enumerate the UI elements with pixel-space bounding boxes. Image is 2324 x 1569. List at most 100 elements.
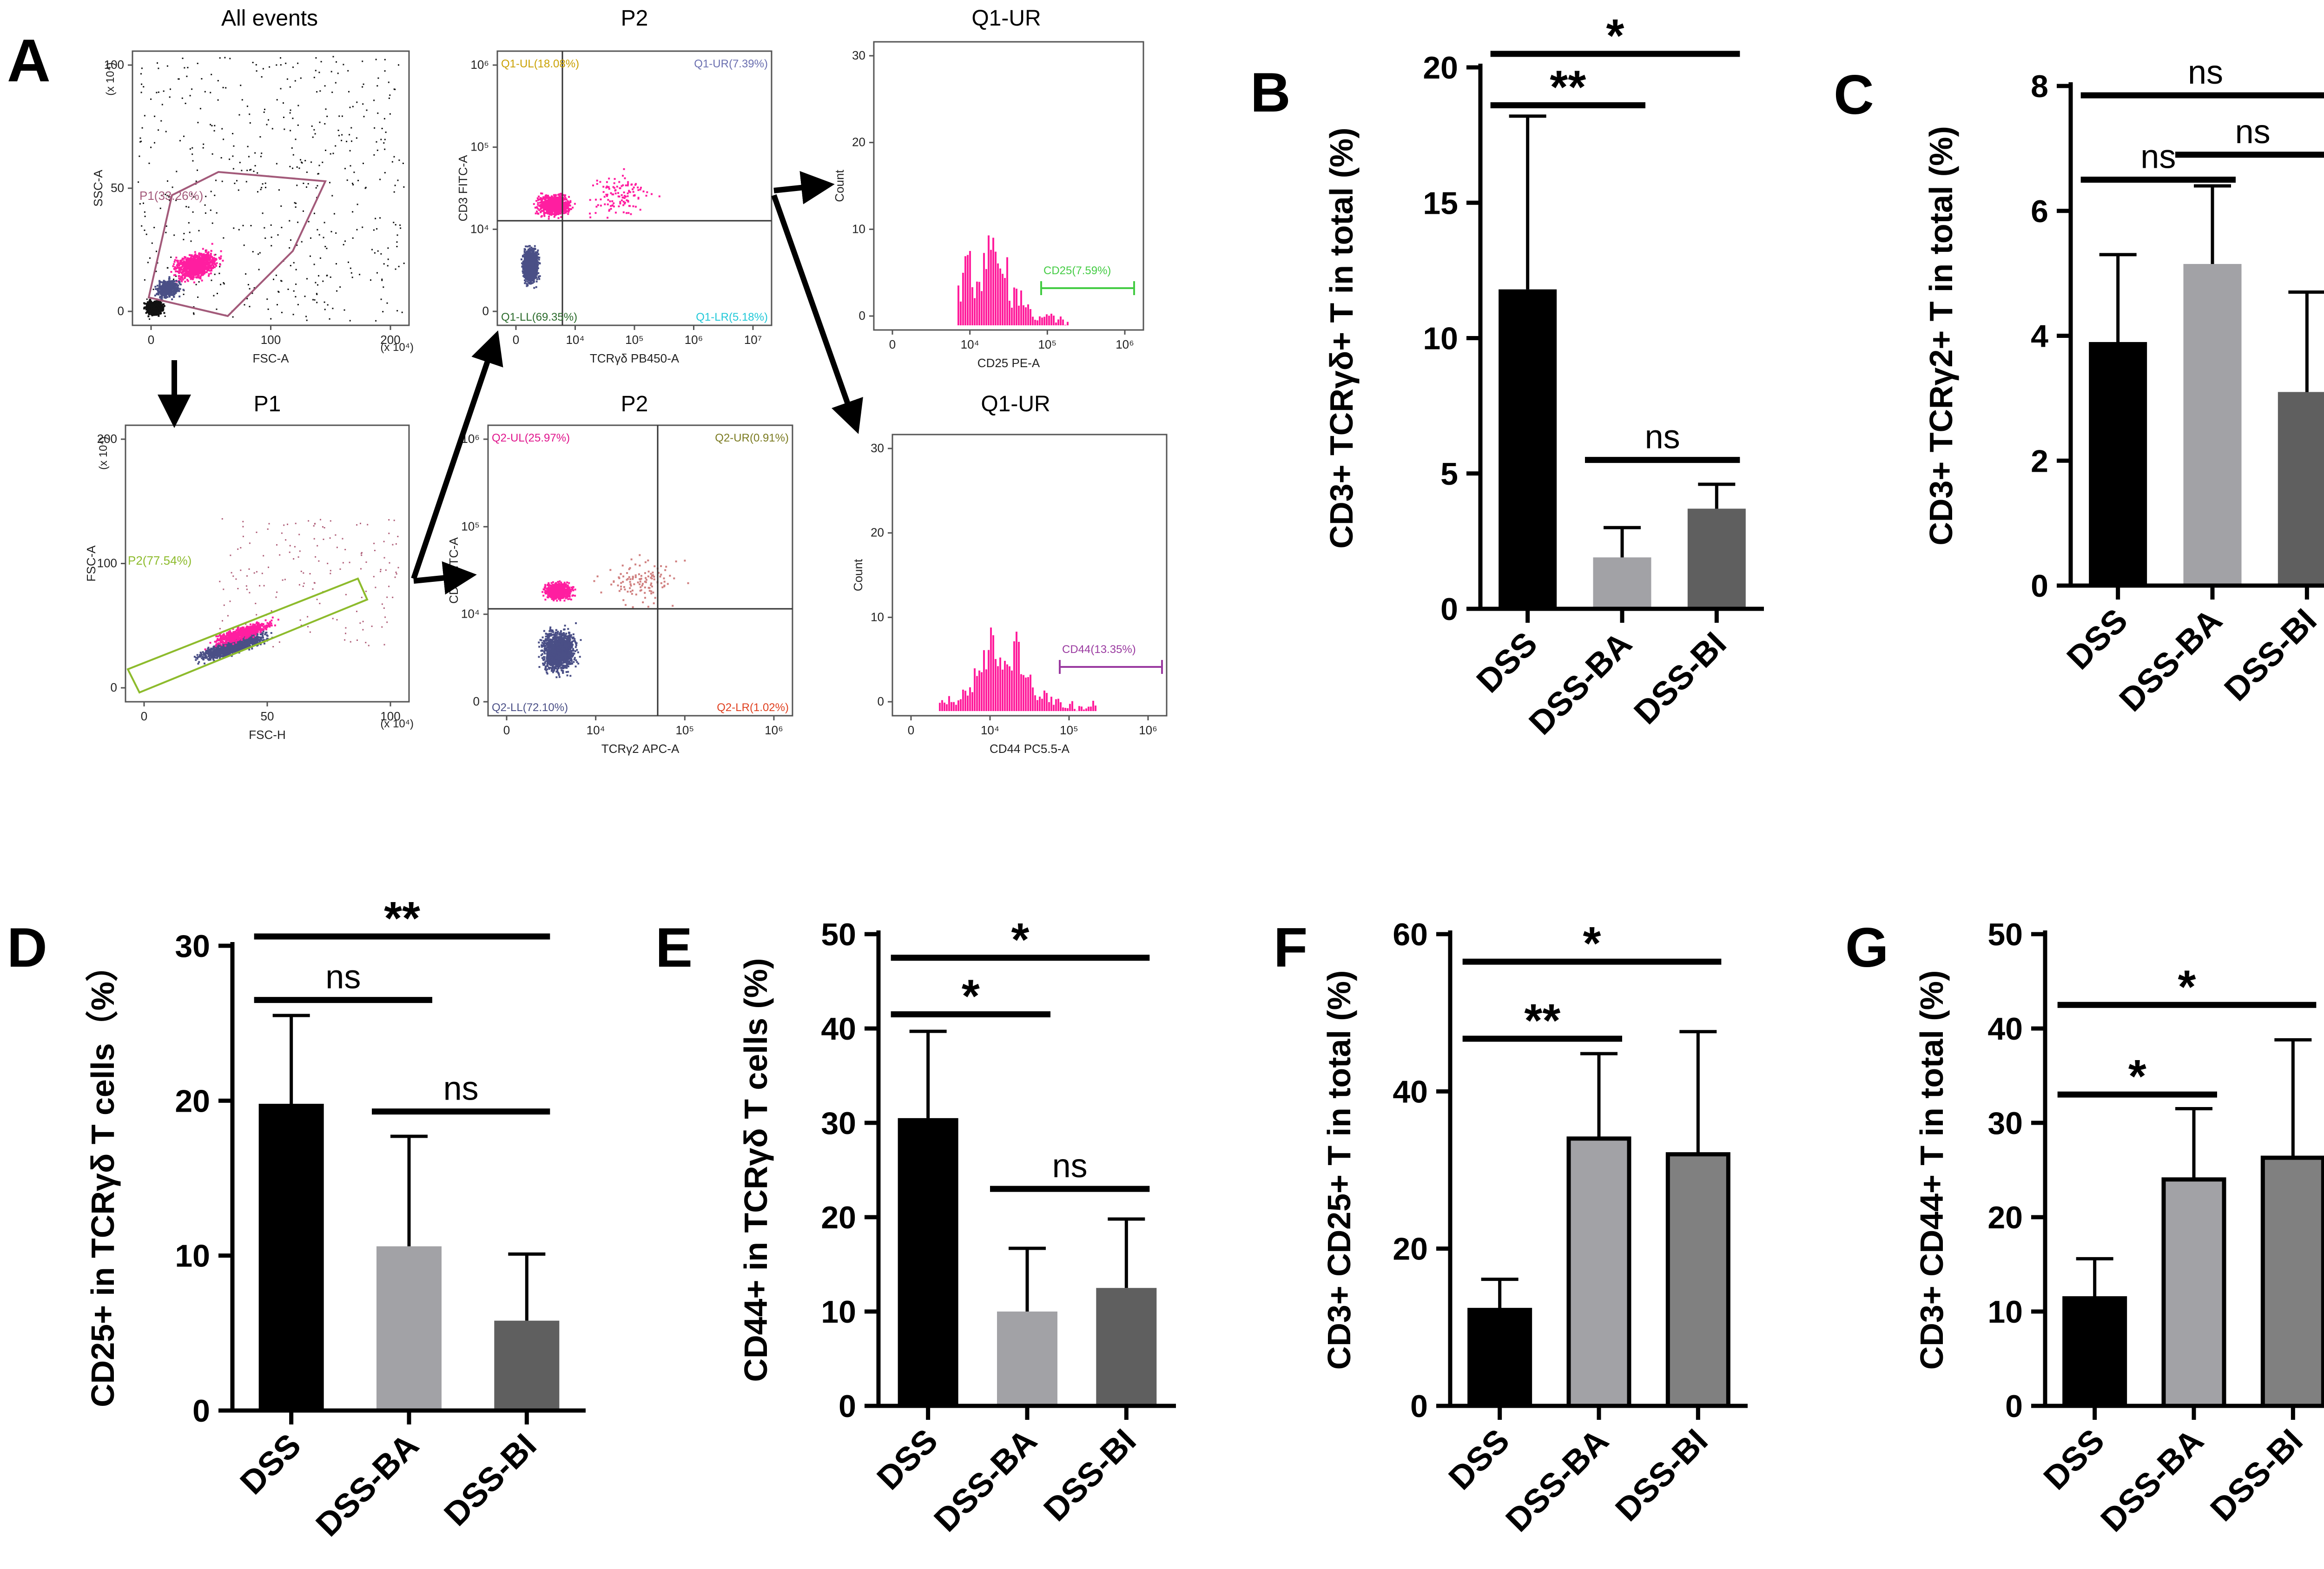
event-dot xyxy=(207,647,209,650)
event-dot xyxy=(246,646,248,647)
event-dot xyxy=(381,626,383,628)
event-dot xyxy=(254,633,257,635)
event-dot xyxy=(251,642,254,644)
event-dot xyxy=(183,266,185,269)
event-dot xyxy=(316,91,318,93)
event-dot xyxy=(245,627,247,629)
event-dot xyxy=(257,640,259,643)
event-dot xyxy=(162,306,165,309)
event-dot xyxy=(326,275,328,276)
event-dot xyxy=(214,194,216,196)
event-dot xyxy=(139,203,141,205)
gate-p1 xyxy=(147,171,327,317)
event-dot xyxy=(232,168,234,170)
event-dot xyxy=(141,127,143,129)
event-dot xyxy=(201,271,203,273)
event-dot xyxy=(242,526,244,527)
event-dot xyxy=(246,588,248,590)
event-dot xyxy=(314,299,316,301)
event-dot xyxy=(330,153,331,155)
event-dot xyxy=(200,252,202,255)
y-tick-label: 200 xyxy=(97,432,117,446)
event-dot xyxy=(198,262,200,264)
event-dot xyxy=(376,85,378,87)
event-dot xyxy=(203,255,205,257)
event-dot xyxy=(259,638,262,640)
event-dot xyxy=(251,647,253,650)
event-dot xyxy=(371,626,373,627)
event-dot xyxy=(161,281,163,283)
event-dot xyxy=(168,294,170,297)
event-dot xyxy=(346,140,348,142)
event-dot xyxy=(207,658,209,660)
event-dot xyxy=(220,641,222,643)
event-dot xyxy=(235,648,237,650)
event-dot xyxy=(252,62,254,63)
event-dot xyxy=(219,580,221,582)
event-dot xyxy=(194,253,197,256)
event-dot xyxy=(261,573,263,574)
event-dot xyxy=(158,281,161,283)
panel-letter: A xyxy=(7,26,51,94)
event-dot xyxy=(191,278,194,280)
event-dot xyxy=(217,651,219,653)
event-dot xyxy=(377,250,379,252)
event-dot xyxy=(178,264,180,267)
event-dot xyxy=(154,115,156,117)
event-dot xyxy=(374,252,376,254)
event-dot xyxy=(396,246,398,247)
event-dot xyxy=(263,555,264,557)
event-dot xyxy=(338,115,340,117)
event-dot xyxy=(172,265,174,267)
event-dot xyxy=(336,619,338,621)
event-dot xyxy=(208,649,210,652)
event-dot xyxy=(336,61,337,63)
event-dot xyxy=(393,520,395,521)
event-dot xyxy=(264,625,266,627)
event-dot xyxy=(173,234,175,236)
event-dot xyxy=(198,661,200,663)
event-dot xyxy=(277,234,279,236)
event-dot xyxy=(301,161,303,163)
event-dot xyxy=(185,267,187,269)
event-dot xyxy=(352,105,354,107)
event-dot xyxy=(152,304,154,306)
gate-label: P2(77.54%) xyxy=(128,554,191,567)
event-dot xyxy=(191,261,193,263)
event-dot xyxy=(198,270,200,271)
event-dot xyxy=(183,260,185,262)
event-dot xyxy=(202,257,204,260)
event-dot xyxy=(170,282,172,284)
event-dot xyxy=(151,313,153,315)
event-dot xyxy=(362,629,364,631)
event-dot xyxy=(172,186,173,188)
event-dot xyxy=(199,258,201,260)
event-dot xyxy=(538,262,541,264)
event-dot xyxy=(259,629,262,632)
event-dot xyxy=(215,641,217,643)
event-dot xyxy=(159,291,162,293)
event-dot xyxy=(324,222,325,224)
event-dot xyxy=(278,189,280,191)
event-dot xyxy=(226,644,228,646)
event-dot xyxy=(312,136,314,138)
event-dot xyxy=(185,266,187,268)
event-dot xyxy=(290,130,291,132)
event-dot xyxy=(181,277,183,279)
event-dot xyxy=(211,648,213,650)
event-dot xyxy=(177,267,179,269)
event-dot xyxy=(271,624,273,626)
event-dot xyxy=(294,546,296,547)
event-dot xyxy=(313,582,315,584)
event-dot xyxy=(145,312,147,314)
event-dot xyxy=(216,308,218,310)
event-dot xyxy=(202,248,204,250)
event-dot xyxy=(324,527,325,528)
event-dot xyxy=(166,290,168,292)
event-dot xyxy=(211,153,213,155)
event-dot xyxy=(249,627,251,630)
event-dot xyxy=(236,649,238,651)
event-dot xyxy=(393,222,395,224)
event-dot xyxy=(157,62,158,64)
event-dot xyxy=(243,639,245,641)
